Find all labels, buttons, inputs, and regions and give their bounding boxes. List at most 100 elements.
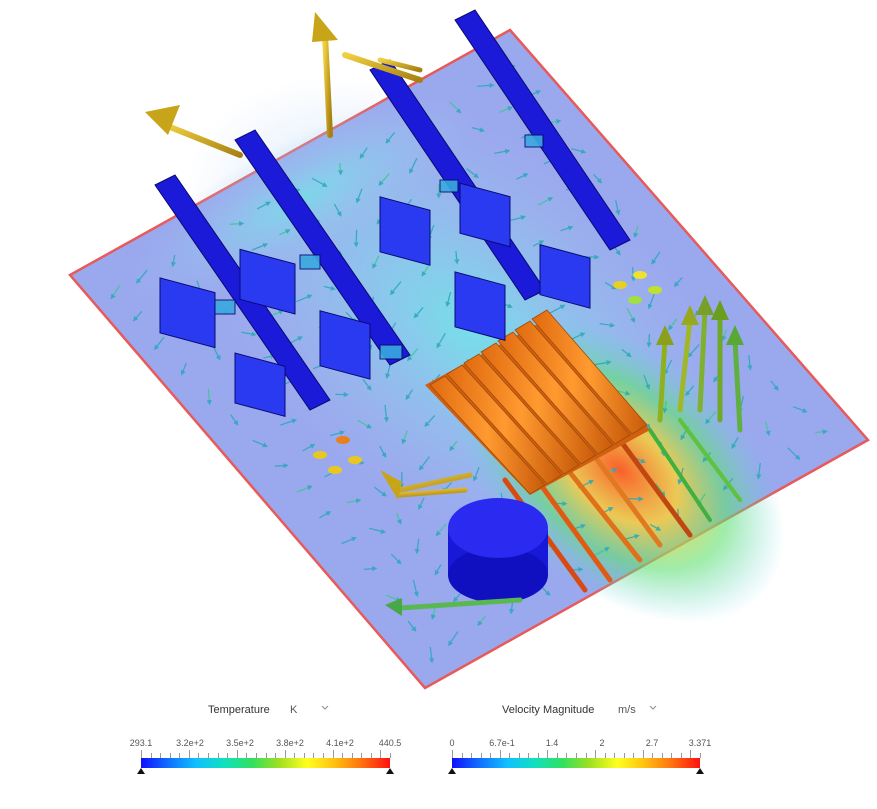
velocity-vector (630, 267, 636, 282)
velocity-vector (445, 291, 452, 308)
velocity-vector (368, 527, 387, 534)
scale-tick (537, 753, 539, 758)
velocity-vector (341, 536, 357, 545)
scale-tick (509, 753, 511, 758)
velocity-max-handle[interactable] (696, 768, 704, 774)
velocity-vector (412, 579, 419, 598)
velocity-vector (560, 225, 574, 232)
velocity-vector (383, 404, 389, 423)
scale-tick (680, 753, 682, 758)
tick-label: 3.5e+2 (226, 738, 254, 748)
simulation-viewport[interactable] (0, 0, 877, 690)
velocity-vector (747, 355, 753, 371)
velocity-vector (355, 188, 363, 204)
scale-tick (380, 750, 382, 758)
scale-tick (604, 753, 606, 758)
velocity-vector (390, 553, 402, 565)
scale-tick (700, 753, 701, 758)
scale-tick (160, 753, 162, 758)
scale-tick (671, 753, 673, 758)
tick-label: 3.8e+2 (276, 738, 304, 748)
velocity-vector (510, 215, 527, 221)
velocity-vector (413, 306, 424, 319)
scale-tick (623, 753, 625, 758)
velocity-vector (571, 332, 586, 340)
scale-tick (499, 750, 501, 758)
velocity-vector (435, 523, 447, 537)
velocity-vector (153, 336, 165, 351)
velocity-vector (673, 277, 683, 288)
velocity-vector (274, 463, 289, 469)
velocity-vector (477, 615, 486, 627)
velocity-vector (337, 162, 344, 176)
velocity-vector (647, 292, 656, 310)
velocity-vector (395, 512, 402, 525)
velocity-vector (792, 406, 808, 413)
scale-tick (246, 753, 248, 758)
temperature-unit-select[interactable]: K (290, 704, 298, 716)
scale-tick (452, 750, 453, 758)
scale-tick (528, 753, 530, 758)
tick-label: 3.2e+2 (176, 738, 204, 748)
scale-tick (332, 750, 334, 758)
velocity-vector (549, 304, 566, 314)
velocity-vector (770, 380, 779, 391)
velocity-vector (616, 389, 631, 396)
velocity-vector (389, 281, 402, 296)
tick-label: 2 (599, 738, 605, 748)
chevron-down-icon[interactable] (320, 702, 330, 712)
velocity-vector (311, 177, 328, 187)
velocity-vector (252, 439, 269, 448)
velocity-vector (135, 269, 148, 284)
scale-tick (661, 753, 663, 758)
velocity-vector (599, 322, 616, 328)
scale-tick (275, 753, 277, 758)
velocity-unit-select[interactable]: m/s (618, 704, 636, 716)
velocity-vector (685, 385, 695, 397)
velocity-vector (731, 436, 739, 450)
velocity-vector (493, 148, 511, 155)
outlet-arrowheads (145, 12, 402, 616)
velocity-vector (454, 250, 460, 265)
velocity-vector (385, 594, 402, 602)
capacitor-cylinder (448, 498, 548, 603)
velocity-vector (357, 419, 372, 429)
velocity-vector (280, 418, 298, 426)
temperature-max-handle[interactable] (386, 768, 394, 774)
velocity-vector (532, 240, 545, 247)
velocity-vector (466, 168, 479, 179)
tick-label: 440.5 (378, 738, 402, 748)
scale-tick (169, 753, 171, 758)
velocity-vector (418, 456, 430, 471)
scale-tick (227, 753, 229, 758)
temperature-legend-title: Temperature (208, 704, 270, 716)
chevron-down-icon[interactable] (648, 702, 658, 712)
velocity-vector (296, 294, 313, 303)
scale-tick (547, 750, 549, 758)
velocity-vector (401, 430, 408, 445)
temperature-color-bar (141, 750, 391, 768)
tick-label: 2.7 (645, 738, 659, 748)
velocity-vector (302, 443, 316, 452)
velocity-vector (499, 106, 513, 113)
velocity-vector (436, 332, 446, 349)
velocity-vector (621, 348, 632, 358)
velocity-vector (372, 255, 380, 269)
velocity-color-bar (452, 750, 701, 768)
velocity-vector (646, 334, 652, 348)
velocity-vector (132, 310, 143, 322)
scale-tick (284, 750, 286, 758)
scale-tick (361, 753, 363, 758)
velocity-vector (385, 363, 391, 379)
velocity-vector (655, 482, 666, 497)
temperature-min-handle[interactable] (137, 768, 145, 774)
velocity-vector (418, 497, 425, 510)
velocity-vector (594, 360, 612, 366)
velocity-vector (668, 318, 678, 331)
velocity-vector (385, 131, 396, 144)
scale-tick (208, 753, 210, 758)
velocity-vector (428, 646, 435, 664)
tick-label: 4.1e+2 (326, 738, 354, 748)
velocity-vector (449, 440, 458, 452)
velocity-min-handle[interactable] (448, 768, 456, 774)
